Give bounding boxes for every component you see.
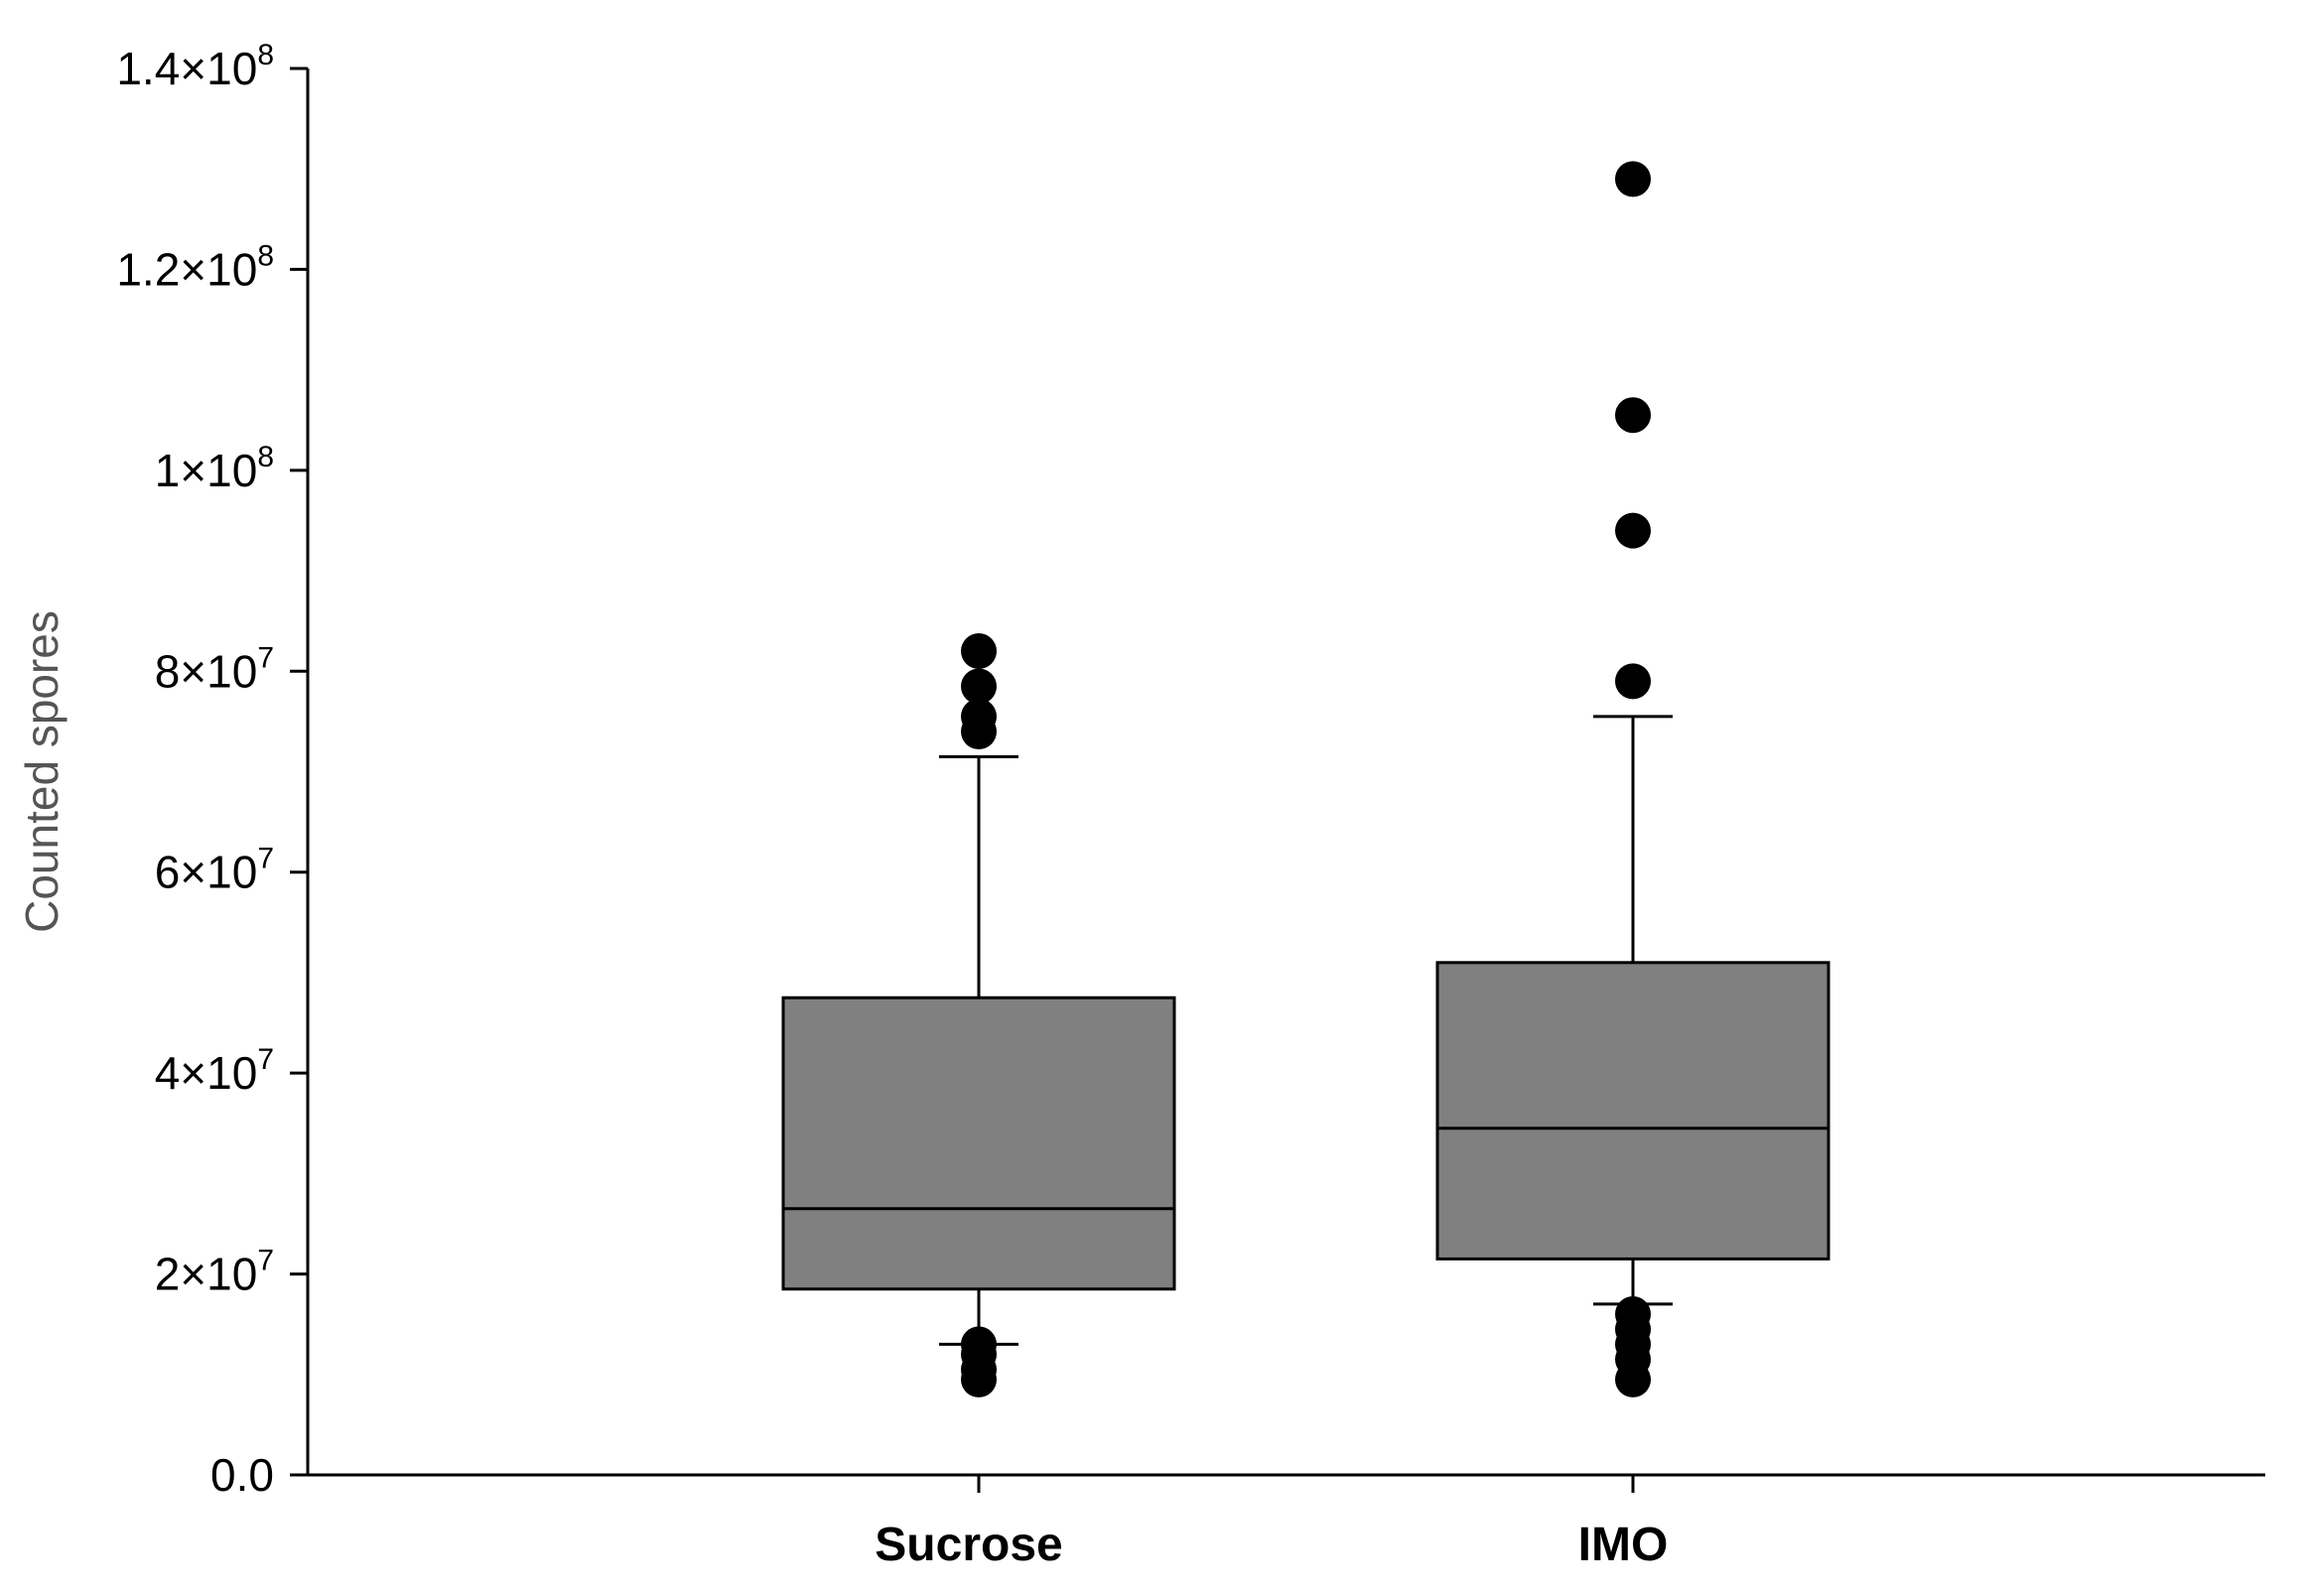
x-axis: Sucrose IMO bbox=[308, 1473, 2265, 1571]
x-tick-label: Sucrose bbox=[875, 1519, 1062, 1571]
y-tick-exponent: 7 bbox=[257, 1245, 274, 1277]
y-tick-mantissa: 4×10 bbox=[155, 1047, 258, 1099]
y-tick-mantissa: 6×10 bbox=[155, 847, 258, 898]
y-tick-label: 1.4×108 bbox=[116, 39, 274, 94]
y-axis: 0.02×1074×1076×1078×1071×1081.2×1081.4×1… bbox=[116, 39, 310, 1501]
y-tick-exponent: 7 bbox=[257, 843, 274, 875]
y-tick-label: 1.2×108 bbox=[116, 239, 274, 295]
y-tick-mantissa: 2×10 bbox=[155, 1249, 258, 1300]
outlier-point bbox=[1615, 397, 1651, 434]
y-tick-exponent: 7 bbox=[257, 1043, 274, 1076]
y-tick-mantissa: 1×10 bbox=[155, 445, 258, 496]
box-iqr bbox=[1435, 961, 1830, 1261]
y-axis-title: Counted spores bbox=[16, 610, 68, 933]
y-tick-label: 0.0 bbox=[210, 1449, 274, 1501]
box-iqr bbox=[781, 996, 1176, 1291]
y-tick-mantissa: 0.0 bbox=[210, 1449, 274, 1501]
y-tick-mantissa: 1.2×10 bbox=[116, 243, 257, 295]
y-tick-mantissa: 1.4×10 bbox=[116, 43, 257, 94]
outlier-point bbox=[961, 668, 997, 705]
outlier-point bbox=[1615, 663, 1651, 700]
box-imo bbox=[1435, 161, 1830, 1397]
y-tick-exponent: 8 bbox=[257, 239, 274, 272]
box-sucrose bbox=[781, 633, 1176, 1397]
y-tick-exponent: 8 bbox=[257, 441, 274, 473]
outlier-point bbox=[1615, 512, 1651, 549]
outlier-point bbox=[1615, 161, 1651, 198]
y-tick-label: 4×107 bbox=[155, 1043, 274, 1099]
outlier-point bbox=[1615, 1361, 1651, 1397]
box-series bbox=[781, 161, 1830, 1397]
outlier-point bbox=[961, 714, 997, 750]
y-tick-mantissa: 8×10 bbox=[155, 645, 258, 697]
y-tick-label: 1×108 bbox=[155, 441, 274, 496]
y-tick-label: 2×107 bbox=[155, 1245, 274, 1300]
x-tick-label: IMO bbox=[1578, 1519, 1669, 1571]
y-tick-exponent: 7 bbox=[257, 641, 274, 674]
y-tick-label: 6×107 bbox=[155, 843, 274, 898]
outlier-point bbox=[961, 633, 997, 670]
y-tick-exponent: 8 bbox=[257, 39, 274, 71]
outlier-point bbox=[961, 1361, 997, 1397]
y-tick-label: 8×107 bbox=[155, 641, 274, 697]
